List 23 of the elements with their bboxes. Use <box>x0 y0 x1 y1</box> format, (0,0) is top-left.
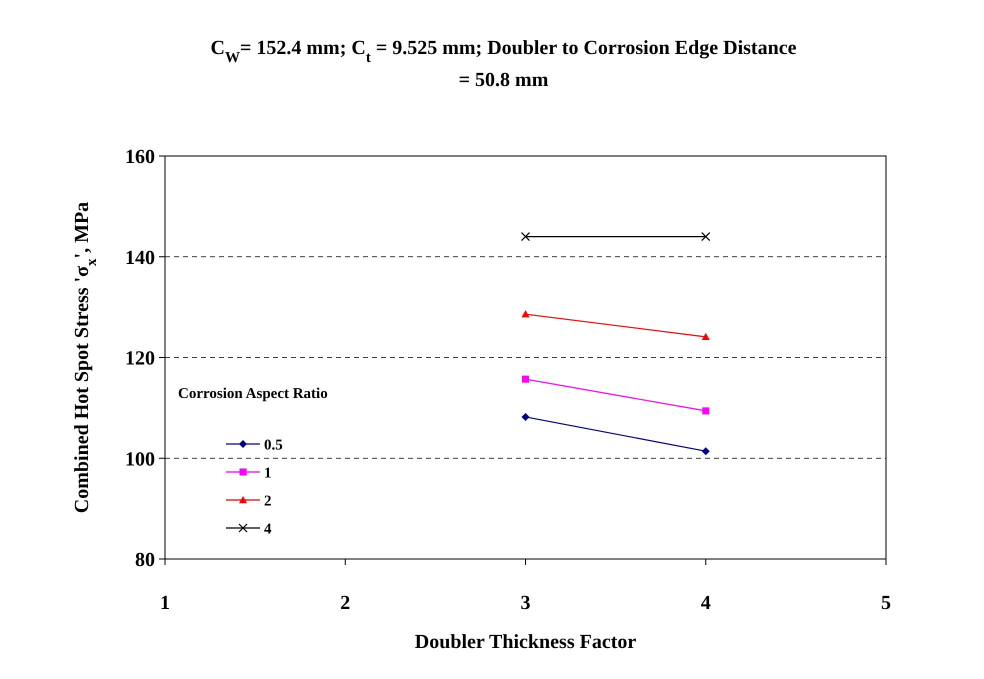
legend-label: 4 <box>264 521 272 538</box>
point <box>702 447 710 456</box>
point <box>522 412 530 421</box>
x-tick-label: 2 <box>340 592 350 614</box>
legend-label: 0.5 <box>264 437 283 454</box>
point <box>522 376 529 383</box>
y-tick-label: 120 <box>125 348 155 370</box>
point <box>520 232 530 242</box>
x-tick-label: 5 <box>881 592 891 614</box>
legend-label: 1 <box>264 465 272 482</box>
x-tick-label: 1 <box>160 592 170 614</box>
y-tick-label: 160 <box>125 146 155 168</box>
chart-title: C$_{W}$= 152.4 mm; C$_{t}$ = 9.525 mm; Doubler to Corrosion Edge Distance = 50.8 mm <box>210 37 797 91</box>
x-axis-title: Doubler Thickness Factor <box>414 631 636 653</box>
y-tick-label: 140 <box>125 246 155 269</box>
y-tick-label: 100 <box>125 448 155 470</box>
legend-title: Corrosion Aspect Ratio <box>178 386 328 402</box>
x-tick-label: 3 <box>520 592 530 614</box>
y-tick-label: 80 <box>135 549 155 571</box>
legend-label: 2 <box>264 493 272 510</box>
x-tick-label: 4 <box>700 592 711 614</box>
point <box>701 232 710 242</box>
point <box>702 407 710 414</box>
